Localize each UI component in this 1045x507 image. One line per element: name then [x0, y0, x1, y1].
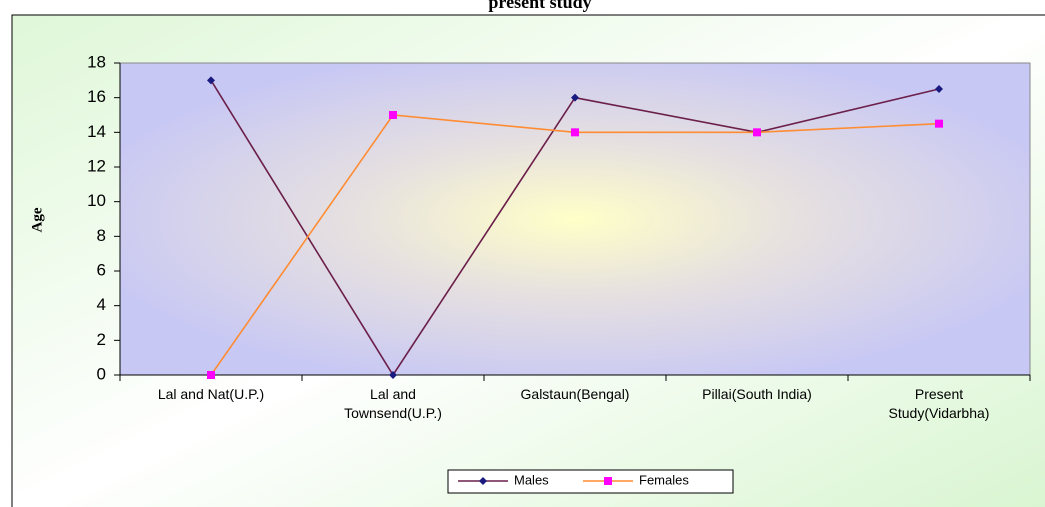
chart-title: present study: [488, 0, 591, 12]
y-tick-label: 2: [97, 330, 106, 349]
legend-label: Males: [514, 472, 549, 487]
y-tick-label: 4: [97, 295, 106, 314]
marker: [935, 85, 943, 93]
y-tick-label: 0: [97, 364, 106, 383]
y-tick-label: 12: [87, 156, 106, 175]
y-tick-label: 14: [87, 122, 106, 141]
marker: [935, 119, 943, 128]
x-tick-label: Lal and Nat(U.P.): [158, 386, 264, 402]
marker: [571, 93, 579, 102]
marker: [207, 76, 215, 85]
marker: [753, 128, 761, 137]
marker: [389, 111, 397, 119]
marker: [479, 477, 487, 485]
marker: [604, 477, 612, 485]
legend-label: Females: [639, 472, 689, 487]
marker: [389, 371, 397, 379]
y-tick-label: 10: [87, 191, 106, 210]
x-tick-label: Present Study(Vidarbha): [889, 386, 990, 421]
x-tick-label: Galstaun(Bengal): [521, 386, 630, 402]
x-tick-label: Pillai(South India): [702, 386, 812, 402]
marker: [207, 371, 215, 379]
plot-area: [119, 62, 1031, 376]
x-tick-label: Lal and Townsend(U.P.): [344, 386, 442, 421]
marker: [571, 128, 579, 137]
y-tick-label: 8: [97, 226, 106, 245]
y-tick-label: 6: [97, 260, 106, 279]
y-tick-label: 18: [87, 52, 106, 71]
y-tick-label: 16: [87, 87, 106, 106]
y-axis-label: Age: [29, 207, 45, 232]
